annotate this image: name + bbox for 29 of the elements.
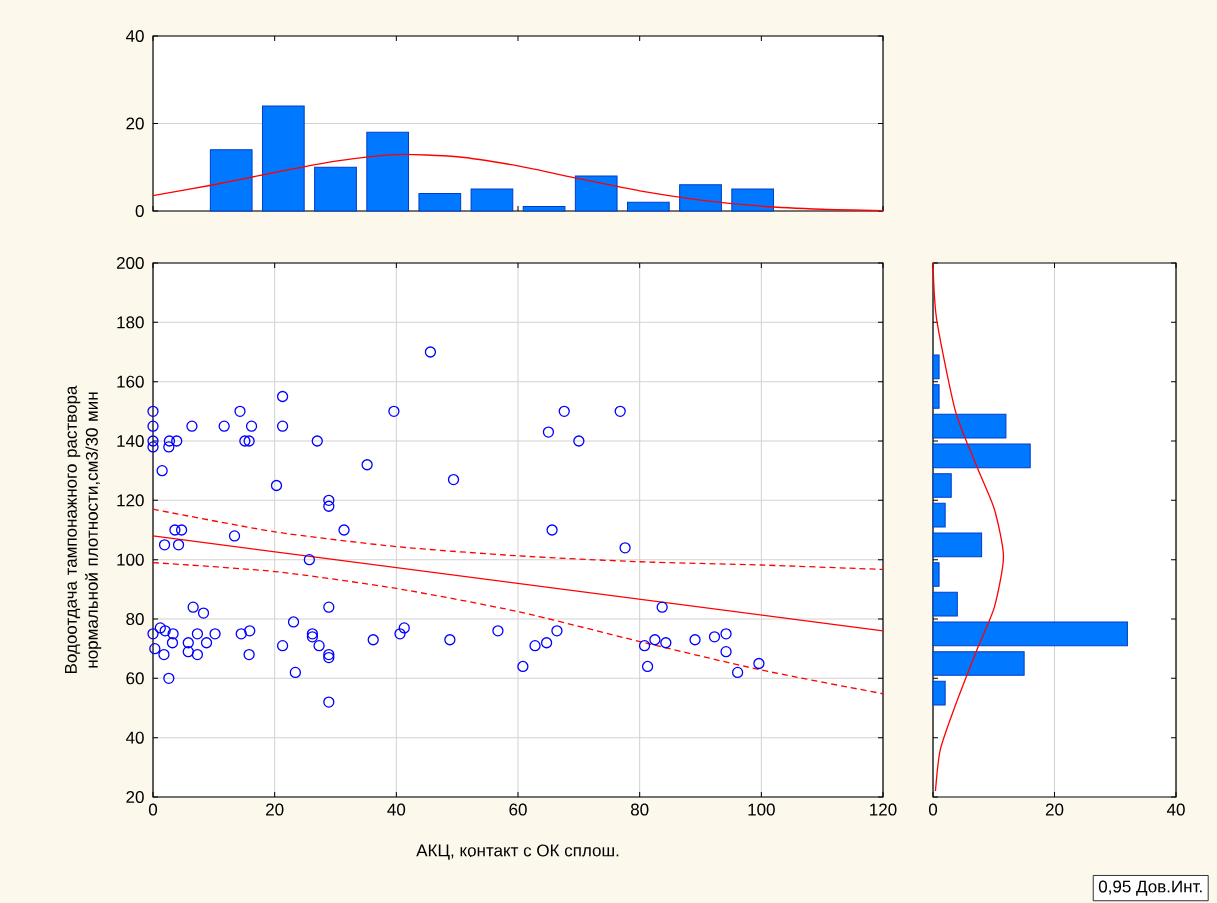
x-axis-title: АКЦ, контакт с ОК сплош. [416, 844, 619, 860]
y-tick-label: 20 [126, 117, 144, 130]
y-tick-label: 200 [116, 256, 144, 270]
y-tick-label: 40 [125, 29, 144, 43]
text: 0,95 Дов.Инт. [1098, 880, 1202, 896]
y-tick-label: 140 [117, 434, 144, 448]
y-tick-label: 120 [117, 494, 144, 507]
x-tick-label: 20 [1045, 803, 1064, 816]
y-tick-label: 0 [135, 204, 144, 218]
y-tick-label: 20 [126, 790, 144, 804]
x-tick-label: 40 [1166, 803, 1185, 816]
y-tick-label: 80 [126, 612, 144, 626]
y-tick-label: 40 [125, 731, 144, 744]
x-tick-label: 0 [928, 803, 938, 816]
x-tick-label: 40 [387, 803, 406, 816]
x-tick-label: 20 [266, 803, 284, 816]
y-tick-label: 100 [117, 553, 144, 566]
x-tick-label: 80 [630, 803, 649, 816]
line-series [152, 508, 884, 571]
y-tick-label: 160 [117, 375, 144, 388]
x-tick-label: 100 [748, 803, 775, 816]
y-axis-title: Водоотдача тампонажного раствора нормальной плотности,см3/30 мин [65, 385, 102, 674]
x-tick-label: 60 [509, 803, 527, 816]
x-tick-label: 0 [148, 803, 158, 816]
x-tick-label: 120 [870, 803, 897, 816]
y-tick-label: 180 [117, 316, 144, 329]
line-series [152, 561, 884, 695]
y-tick-label: 60 [126, 672, 144, 685]
line-series [152, 153, 884, 212]
